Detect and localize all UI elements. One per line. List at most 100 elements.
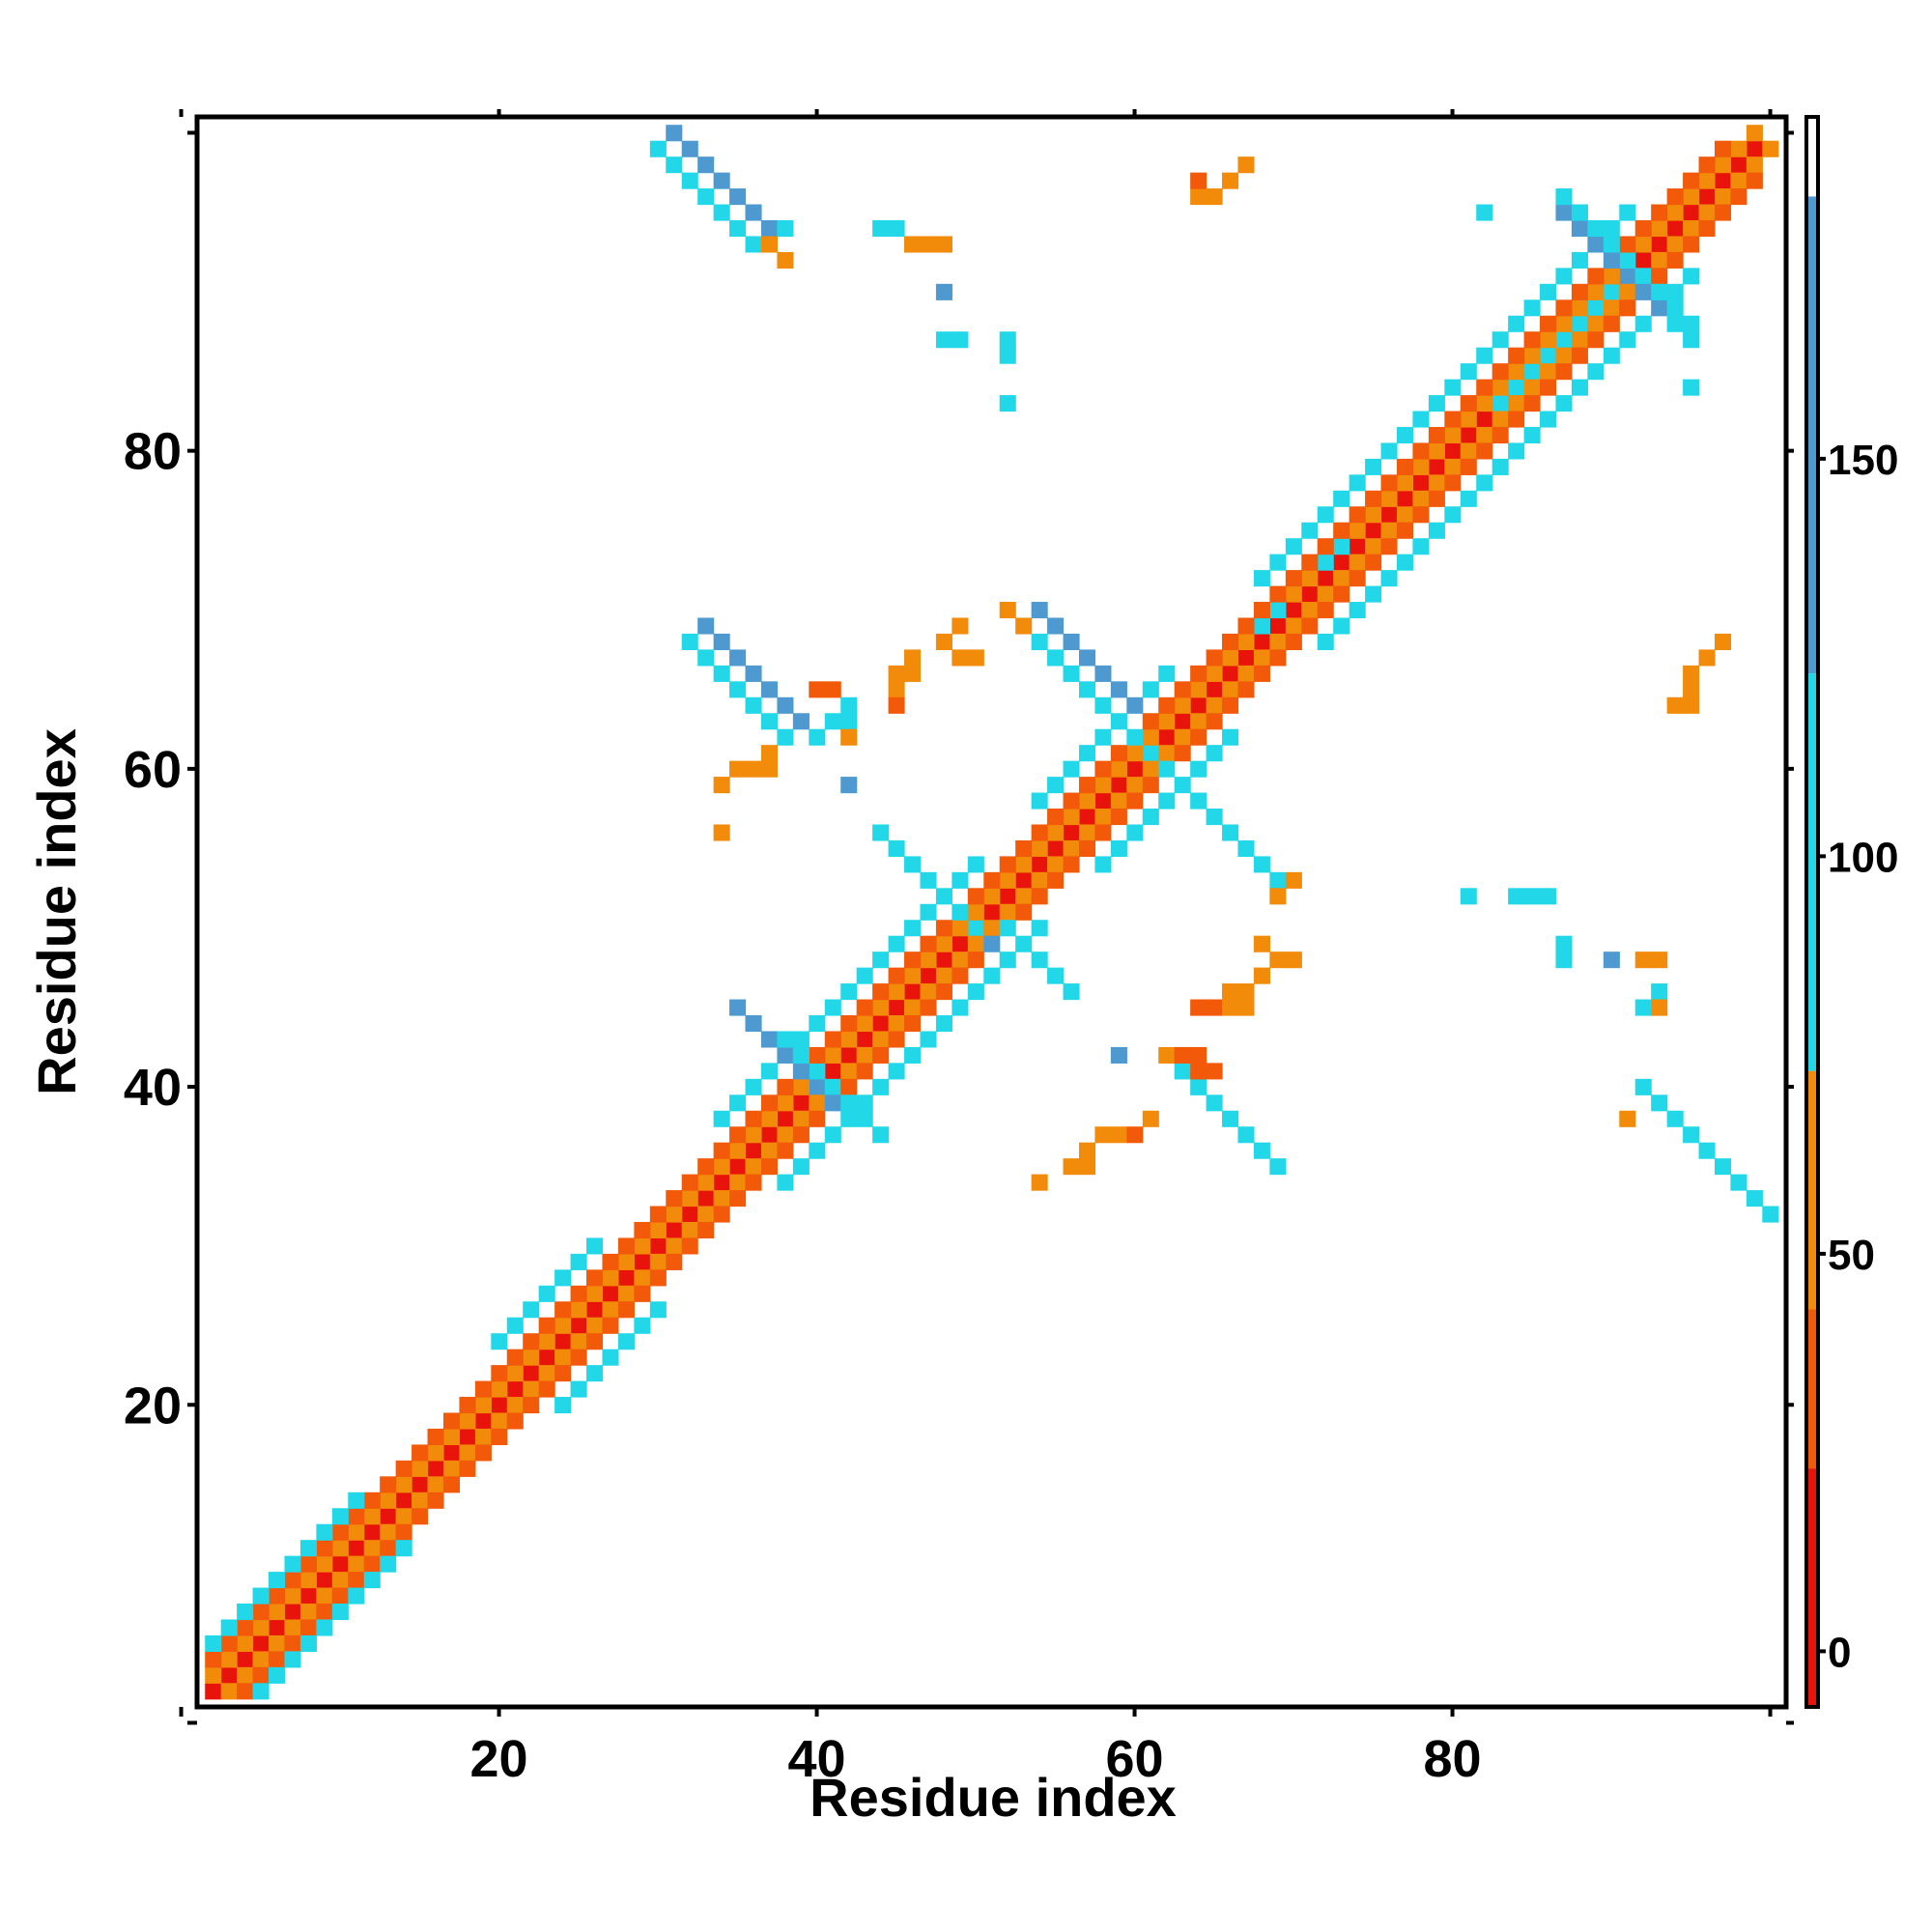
heatmap-cell [1142,777,1159,794]
heatmap-cell [729,1190,747,1208]
heatmap-cell [506,1317,524,1334]
heatmap-cell [1523,395,1541,412]
heatmap-cell [1492,379,1509,396]
heatmap-cell [316,1604,333,1621]
heatmap-cell [570,1317,587,1334]
heatmap-cell [284,1555,301,1573]
heatmap-cell [395,1523,412,1541]
heatmap-cell [1110,681,1127,698]
heatmap-cell [745,760,762,778]
heatmap-cell [1015,839,1033,857]
heatmap-cell [205,1651,222,1668]
heatmap-cell [602,1301,619,1319]
heatmap-cell [348,1540,365,1557]
heatmap-cell [1683,236,1700,253]
heatmap-cell [1222,983,1239,1001]
heatmap-cell [1237,999,1255,1016]
heatmap-cell [1206,809,1223,826]
heatmap-cell [920,903,937,921]
heatmap-cell [1634,236,1652,253]
heatmap-cell [269,1666,286,1684]
heatmap-cell [348,1572,365,1589]
x-axis: 20 40 60 80 [179,109,1773,1788]
heatmap-cell [1190,792,1208,810]
heatmap-cell [792,1031,810,1048]
heatmap-cell [1492,458,1509,475]
heatmap-cell [586,1285,604,1302]
heatmap-cell [1508,347,1525,364]
heatmap-cell [1317,554,1334,571]
heatmap-cell [363,1555,381,1573]
heatmap-cell [1222,172,1239,189]
heatmap-cell [1619,283,1636,300]
heatmap-cell [617,1285,635,1302]
heatmap-cell [904,236,922,253]
heatmap-cell [1142,728,1159,746]
heatmap-cell [474,1380,492,1398]
heatmap-cell [999,856,1016,873]
heatmap-cell [777,1142,794,1159]
heatmap-cell [1253,665,1270,682]
heatmap-cell [1476,474,1493,492]
heatmap-cell [952,617,969,635]
heatmap-cell [1174,728,1191,746]
heatmap-cell [729,188,747,206]
heatmap-cell [1365,538,1382,555]
x-tick-label: 80 [1424,1730,1482,1788]
heatmap-cell [1476,379,1493,396]
heatmap-cell [1683,268,1700,285]
heatmap-cell [554,1397,572,1414]
heatmap-cell [1063,792,1080,810]
heatmap-cell [331,1604,349,1621]
heatmap-cell [697,156,715,174]
heatmap-cell [269,1619,286,1636]
heatmap-cell [904,1014,922,1033]
heatmap-cell [1094,856,1112,873]
heatmap-cell [1031,633,1048,651]
heatmap-cell [809,1078,826,1095]
heatmap-cell [1651,219,1668,238]
heatmap-cell [1714,140,1732,157]
heatmap-cell [713,633,730,651]
heatmap-cell [1301,617,1319,635]
heatmap-cell [713,777,730,794]
heatmap-cell [427,1460,444,1477]
heatmap-cell [570,1380,587,1398]
heatmap-cell [999,871,1016,889]
heatmap-cell [1651,283,1668,300]
y-tick-label: 80 [124,423,182,481]
heatmap-cell [1428,474,1445,492]
heatmap-cell [1078,681,1096,698]
heatmap-cell [856,1094,873,1112]
heatmap-cell [1698,204,1716,221]
heatmap-cell [777,696,794,714]
heatmap-cell [427,1476,444,1493]
heatmap-cell [1523,888,1541,905]
heatmap-cell [1349,538,1366,555]
heatmap-cell [1269,952,1287,969]
heatmap-cell [983,967,1001,984]
heatmap-cell [205,1683,222,1700]
heatmap-cell [983,935,1001,952]
heatmap-cell [777,1094,794,1112]
heatmap-cell [1237,983,1255,1001]
heatmap-cell [1444,474,1462,492]
heatmap-cell [299,1634,317,1652]
heatmap-cell [920,1031,937,1048]
heatmap-cell [1269,585,1287,603]
heatmap-cell [299,1619,317,1636]
heatmap-cell [760,713,779,730]
heatmap-cell [554,1349,572,1366]
heatmap-cell [1078,1142,1096,1159]
heatmap-cell [634,1237,651,1255]
heatmap-cell [967,935,984,952]
heatmap-cell [745,1014,762,1033]
heatmap-cell [1476,426,1493,444]
heatmap-cell [491,1380,508,1398]
heatmap-cell [1683,315,1700,332]
heatmap-cell [840,1031,858,1048]
heatmap-cell [1714,156,1732,174]
heatmap-cell [1158,745,1176,762]
heatmap-cell [1110,1046,1127,1064]
